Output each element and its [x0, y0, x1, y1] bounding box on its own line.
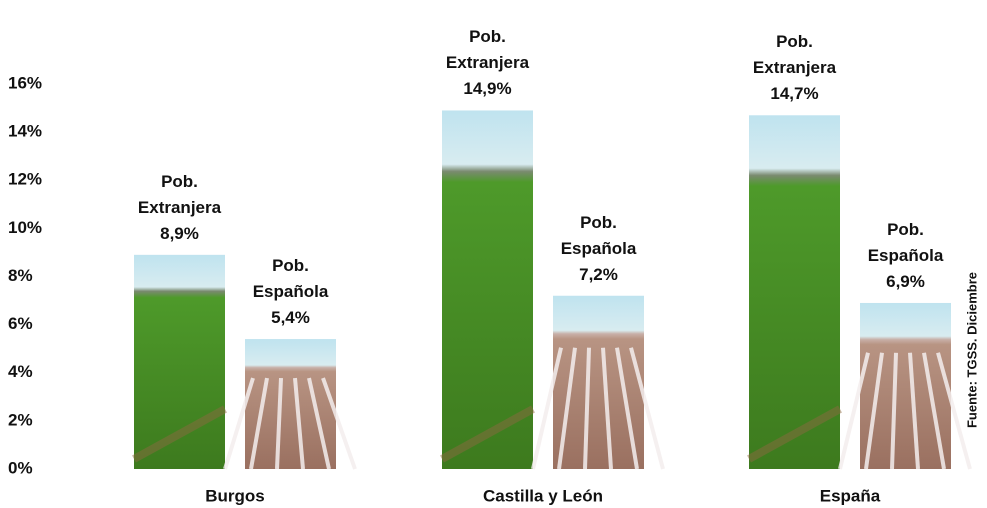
data-label: 7,2%: [579, 264, 618, 284]
y-tick-label: 4%: [8, 362, 33, 381]
series-name: Pob. Extranjera: [752, 32, 837, 78]
bar: [245, 339, 336, 469]
bar: [749, 115, 840, 469]
bar: [442, 110, 533, 469]
data-label-group: Pob. Extranjera 8,9%: [128, 169, 232, 247]
bar: [553, 295, 644, 469]
series-name: Pob. Española: [560, 212, 637, 258]
data-label-group: Pob. Española 7,2%: [547, 210, 651, 288]
y-tick-label: 16%: [8, 73, 42, 92]
y-tick-label: 14%: [8, 122, 42, 141]
x-tick-label: España: [820, 486, 881, 505]
series-name: Pob. Extranjera: [137, 171, 222, 217]
y-tick-label: 6%: [8, 314, 33, 333]
bar: [860, 302, 951, 469]
series-name: Pob. Española: [252, 256, 329, 302]
series-name: Pob. Española: [867, 219, 944, 265]
y-tick-label: 2%: [8, 410, 33, 429]
y-tick-label: 0%: [8, 458, 33, 477]
data-label: 5,4%: [271, 308, 310, 328]
data-label-group: Pob. Española 6,9%: [854, 217, 958, 295]
data-label: 14,9%: [463, 79, 512, 99]
x-tick-label: Castilla y León: [483, 486, 603, 505]
data-label-group: Pob. Extranjera 14,7%: [743, 29, 847, 107]
source-note: Fuente: TGSS. Diciembre: [964, 272, 979, 428]
data-label: 14,7%: [770, 84, 819, 104]
data-label: 8,9%: [160, 223, 199, 243]
y-tick-label: 12%: [8, 170, 42, 189]
data-label: 6,9%: [886, 271, 925, 291]
series-name: Pob. Extranjera: [445, 27, 530, 73]
x-tick-label: Burgos: [205, 486, 265, 505]
data-label-group: Pob. Extranjera 14,9%: [436, 24, 540, 102]
y-tick-label: 10%: [8, 218, 42, 237]
y-tick-label: 8%: [8, 266, 33, 285]
data-label-group: Pob. Española 5,4%: [239, 253, 343, 331]
